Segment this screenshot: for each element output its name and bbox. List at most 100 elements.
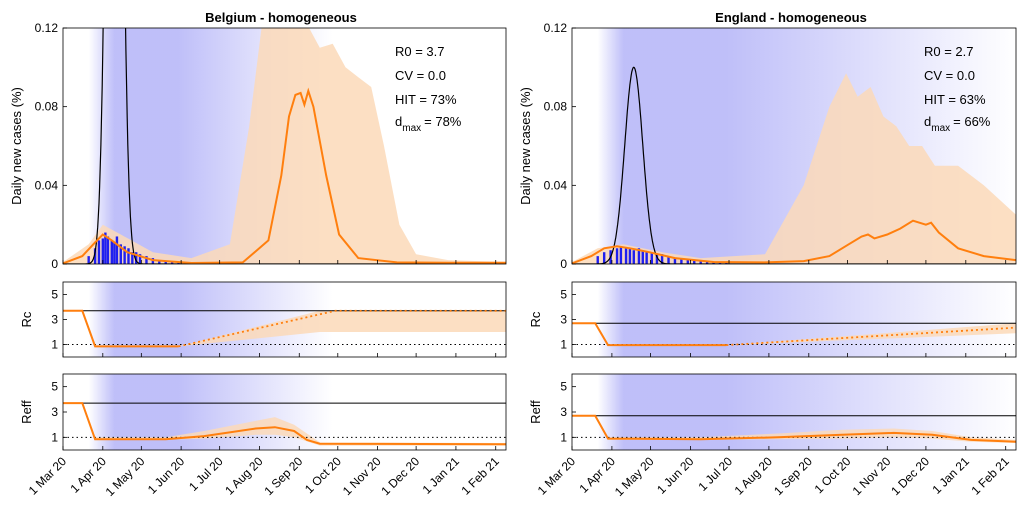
x-tick-label: 1 Jun 20 (654, 454, 697, 497)
reported-cases-bar (641, 250, 644, 264)
y-tick-label: 0.12 (544, 21, 568, 35)
reported-cases-bar (615, 248, 619, 264)
reported-cases-bar (177, 262, 180, 264)
chart-belgium: Belgium - homogeneous 0 0.04 0.08 0.12 Daily… (9, 10, 507, 499)
reported-cases-bar (110, 240, 113, 264)
homogeneous-curve (63, 28, 506, 264)
y-tick-label: 0 (51, 257, 58, 271)
y-tick-label: 1 (51, 430, 58, 444)
uncertainty-band (572, 73, 1016, 264)
model-line (63, 402, 506, 446)
y-axis-label: Daily new cases (%) (518, 87, 533, 205)
x-tick-label: 1 Dec 20 (378, 454, 422, 498)
hit-annotation: HIT = 73% (395, 92, 457, 107)
x-tick-label: 1 Feb 21 (458, 454, 502, 498)
y-tick-label: 0.04 (35, 178, 59, 192)
reported-cases-bar (650, 252, 653, 264)
x-tick-label: 1 Jun 20 (145, 454, 188, 497)
panel-2-plot-area (63, 374, 506, 450)
reported-cases-bar (637, 248, 641, 264)
reported-cases-bar (106, 236, 110, 264)
x-tick-label: 1 Jul 20 (696, 454, 736, 494)
y-tick-label: 0.08 (544, 100, 568, 114)
panel-1-plot-area (63, 282, 506, 357)
reported-cases-bar (693, 260, 696, 264)
x-tick-label: 1 Mar 20 (26, 454, 70, 498)
reported-cases-bar (596, 256, 599, 264)
y-tick-label: 1 (51, 338, 58, 352)
r0-annotation: R0 = 2.7 (924, 44, 974, 59)
y-tick-label: 1 (560, 338, 567, 352)
dmax-prefix: d (395, 114, 402, 129)
x-tick-label: 1 Jan 21 (929, 454, 972, 497)
reported-cases-bar (113, 242, 116, 264)
reported-cases-bar (134, 252, 138, 264)
y-tick-label: 0.04 (544, 178, 568, 192)
y-tick-label: 1 (560, 430, 567, 444)
dmax-subscript: max (402, 123, 421, 134)
y-tick-label: 5 (51, 380, 58, 394)
reported-cases-bar (725, 262, 728, 264)
reported-cases-bar (628, 248, 632, 264)
panel-0-frame (62, 27, 507, 265)
chart-title: England - homogeneous (715, 10, 867, 25)
y-tick-label: 3 (51, 405, 58, 419)
x-tick-label: 1 Sep 20 (771, 454, 815, 498)
panel-0-plot-area (572, 28, 1016, 264)
reported-cases-bar (619, 246, 623, 264)
y-axis-label: Reff (19, 400, 34, 424)
y-tick-label: 0.08 (35, 100, 59, 114)
reported-cases-bar (138, 254, 142, 264)
model-line (572, 322, 727, 347)
y-axis-label: Reff (528, 400, 543, 424)
model-line (63, 309, 179, 348)
x-tick-label: 1 Jul 20 (186, 454, 226, 494)
panel-0-frame (571, 27, 1017, 265)
dmax-annotation: dmax = 66% (924, 114, 991, 134)
model-projection-line (726, 326, 1016, 346)
dmax-annotation: dmax = 78% (395, 114, 462, 134)
reported-cases-bar (101, 238, 105, 264)
model-line (572, 414, 1016, 443)
y-axis-label: Rc (19, 311, 34, 327)
panel-0-plot-area (63, 28, 506, 264)
chart-title: Belgium - homogeneous (205, 10, 357, 25)
reported-cases-bar (602, 252, 606, 264)
reported-cases-bar (123, 246, 126, 264)
x-tick-label: 1 Dec 20 (888, 454, 932, 498)
x-tick-label: 1 Sep 20 (262, 454, 306, 498)
dmax-value: = 78% (424, 114, 462, 129)
reported-cases-bar (158, 260, 161, 264)
uncertainty-band (178, 310, 506, 347)
dmax-prefix: d (924, 114, 931, 129)
reported-cases-bar (119, 244, 122, 264)
y-axis-label: Rc (528, 311, 543, 327)
reported-cases-bar (164, 261, 167, 264)
panel-1-plot-area (572, 282, 1016, 357)
uncertainty-band (726, 323, 1016, 346)
reported-cases-bar (655, 254, 659, 264)
y-tick-label: 5 (51, 288, 58, 302)
uncertainty-band (572, 415, 1016, 443)
cv-annotation: CV = 0.0 (924, 68, 975, 83)
dmax-value: = 66% (953, 114, 991, 129)
reported-cases-bar (680, 258, 683, 264)
reported-cases-bar (115, 236, 119, 264)
reported-cases-bar (705, 262, 709, 264)
x-tick-label: 1 Oct 20 (812, 454, 854, 496)
x-tick-label: 1 Feb 21 (968, 454, 1012, 498)
reported-cases-bar (87, 256, 90, 264)
reported-cases-bar (127, 248, 130, 264)
x-tick-label: 1 Aug 20 (732, 454, 776, 498)
reported-cases-bar (632, 250, 635, 264)
y-tick-label: 0.12 (35, 21, 59, 35)
reported-cases-bar (97, 240, 101, 264)
chart-england: England - homogeneous 0 0.04 0.08 0.12 Daily… (518, 10, 1017, 499)
reported-cases-bar (673, 258, 677, 264)
hit-annotation: HIT = 63% (924, 92, 986, 107)
y-tick-label: 5 (560, 288, 567, 302)
annotation-block: R0 = 3.7 CV = 0.0 HIT = 73% dmax = 78% (395, 44, 462, 134)
reported-cases-bar (660, 254, 664, 264)
